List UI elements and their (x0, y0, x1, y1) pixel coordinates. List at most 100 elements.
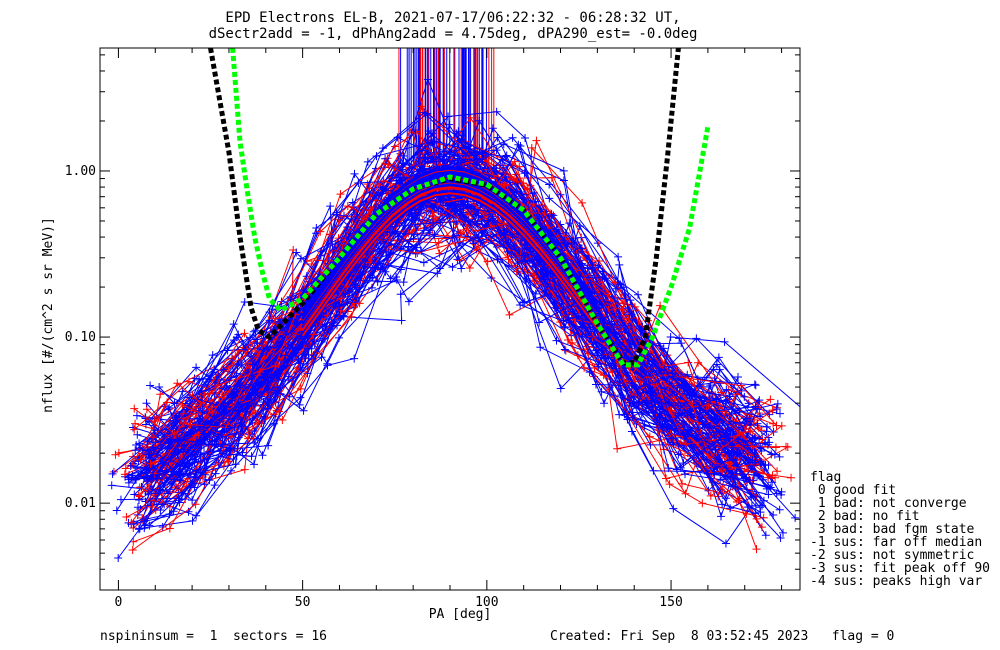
blue-point (137, 482, 146, 491)
blue-point (705, 383, 714, 392)
blue-point (264, 441, 273, 450)
blue-point (726, 504, 735, 513)
blue-point (472, 160, 481, 169)
red-point (758, 435, 767, 444)
blue-point (671, 424, 680, 433)
blue-point (776, 533, 785, 542)
red-trace (132, 237, 738, 551)
blue-point (219, 405, 228, 414)
blue-point (134, 495, 143, 504)
blue-point (535, 318, 544, 327)
blue-point (281, 351, 290, 360)
blue-point (652, 367, 661, 376)
blue-point (629, 398, 638, 407)
blue-point (259, 345, 268, 354)
blue-point (750, 448, 759, 457)
blue-point (133, 430, 142, 439)
blue-point (614, 252, 623, 261)
blue-point (292, 318, 301, 327)
y-axis-label: nflux [#/(cm^2 s sr MeV)] (41, 217, 56, 413)
blue-point (391, 227, 400, 236)
blue-point (775, 505, 784, 514)
blue-point (392, 276, 401, 285)
blue-point (453, 255, 462, 264)
blue-point (436, 218, 445, 227)
blue-point (332, 210, 341, 219)
blue-point (697, 396, 706, 405)
blue-point (421, 158, 430, 167)
blue-trace (148, 200, 756, 514)
blue-point (453, 154, 462, 163)
blue-point (222, 381, 231, 390)
red-point (681, 440, 690, 449)
blue-point (148, 475, 157, 484)
blue-point (755, 434, 764, 443)
blue-point (299, 286, 308, 295)
blue-point (273, 382, 282, 391)
blue-point (761, 460, 770, 469)
blue-point (766, 483, 775, 492)
red-point (325, 230, 334, 239)
blue-point (560, 239, 569, 248)
red-point (781, 442, 790, 451)
blue-point (419, 258, 428, 267)
red-point (378, 236, 387, 245)
blue-point (756, 443, 765, 452)
y-tick-label: 0.01 (65, 496, 96, 511)
blue-point (340, 211, 349, 220)
blue-point (173, 435, 182, 444)
blue-point (720, 337, 729, 346)
red-point (128, 546, 137, 555)
blue-point (751, 402, 760, 411)
blue-trace (143, 202, 769, 529)
blue-point (246, 333, 255, 342)
blue-point (226, 466, 235, 475)
blue-point (396, 290, 405, 299)
blue-point (478, 154, 487, 163)
red-point (787, 473, 796, 482)
blue-point (485, 207, 494, 216)
x-tick-label: 0 (115, 595, 123, 610)
blue-point (175, 475, 184, 484)
red-point (532, 136, 541, 145)
blue-point (178, 387, 187, 396)
blue-point (493, 243, 502, 252)
blue-point (419, 226, 428, 235)
core-trace (301, 180, 599, 325)
blue-point (326, 202, 335, 211)
blue-point (759, 475, 768, 484)
blue-point (174, 494, 183, 503)
blue-point (167, 467, 176, 476)
blue-point (578, 259, 587, 268)
blue-point (132, 464, 141, 473)
blue-point (772, 489, 781, 498)
core-trace (301, 192, 599, 337)
blue-point (516, 300, 525, 309)
red-point (129, 523, 138, 532)
blue-point (338, 311, 347, 320)
x-tick-label: 150 (659, 595, 682, 610)
blue-point (404, 297, 413, 306)
blue-point (448, 234, 457, 243)
blue-point (712, 394, 721, 403)
blue-point (175, 498, 184, 507)
blue-point (701, 436, 710, 445)
blue-point (504, 261, 513, 270)
blue-point (158, 523, 167, 532)
blue-point (192, 363, 201, 372)
red-point (434, 238, 443, 247)
red-point (122, 513, 131, 522)
red-point (379, 177, 388, 186)
blue-point (435, 264, 444, 273)
x-tick-label: 50 (295, 595, 311, 610)
blue-point (130, 490, 139, 499)
blue-point (259, 398, 268, 407)
blue-point (667, 434, 676, 443)
red-point (752, 545, 761, 554)
blue-point (517, 257, 526, 266)
blue-point (383, 228, 392, 237)
red-point (127, 461, 136, 470)
blue-point (764, 433, 773, 442)
red-point (375, 181, 384, 190)
blue-point (747, 501, 756, 510)
